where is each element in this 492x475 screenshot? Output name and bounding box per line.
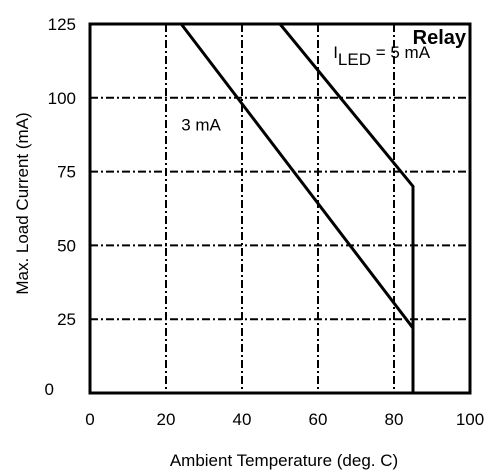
x-tick-labels: 0 20 40 60 80 100 bbox=[85, 410, 484, 429]
y-tick-labels: 0 25 50 75 100 125 bbox=[45, 15, 76, 399]
x-axis-label: Ambient Temperature (deg. C) bbox=[170, 451, 398, 470]
series-lines bbox=[90, 22, 415, 393]
annotation-led-subscript: LED bbox=[338, 50, 371, 69]
y-tick-label: 50 bbox=[57, 236, 76, 255]
x-tick-label: 20 bbox=[157, 410, 176, 429]
y-tick-label: 125 bbox=[48, 15, 76, 34]
x-tick-label: 100 bbox=[456, 410, 484, 429]
x-tick-label: 40 bbox=[233, 410, 252, 429]
annotation-led-value: = 5 mA bbox=[371, 43, 431, 62]
chart-title: Relay bbox=[413, 27, 467, 49]
annotation-led-5ma: ILED = 5 mA bbox=[333, 43, 431, 69]
y-tick-label: 25 bbox=[57, 310, 76, 329]
x-tick-label: 0 bbox=[85, 410, 94, 429]
series-line-1 bbox=[90, 22, 415, 393]
plot-frame bbox=[88, 22, 472, 395]
annotation-led-symbol: I bbox=[333, 43, 338, 62]
series-line-2 bbox=[90, 22, 415, 393]
y-tick-label: 0 bbox=[45, 380, 54, 399]
y-axis-label: Max. Load Current (mA) bbox=[13, 112, 32, 294]
x-tick-label: 60 bbox=[309, 410, 328, 429]
y-tick-label: 100 bbox=[48, 89, 76, 108]
annotation-3ma: 3 mA bbox=[181, 115, 221, 134]
x-tick-label: 80 bbox=[385, 410, 404, 429]
y-tick-label: 75 bbox=[57, 163, 76, 182]
